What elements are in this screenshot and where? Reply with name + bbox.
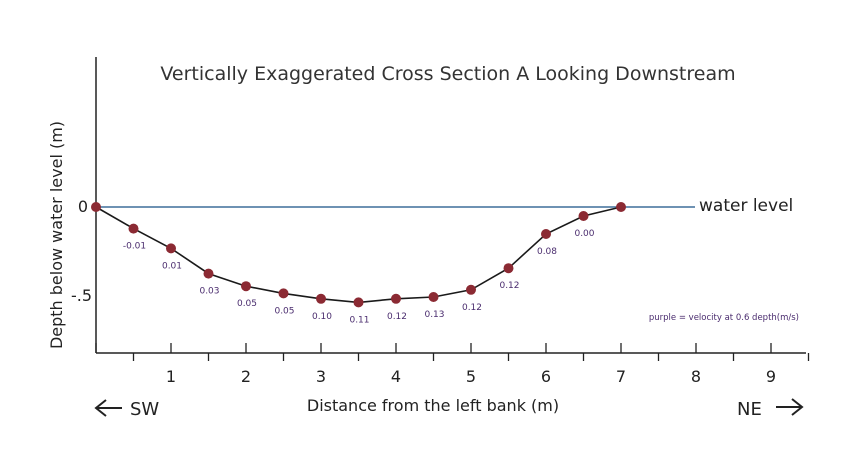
velocity-label: -0.01 [123,242,146,252]
velocity-label: 0.10 [312,312,332,322]
x-tick-label: 8 [691,367,701,386]
y-tick-label-neg-half: -.5 [71,286,92,305]
water-level-label: water level [699,196,793,216]
measurement-point [166,243,176,254]
velocity-label: 0.01 [162,261,182,271]
x-tick-label: 1 [166,367,176,386]
velocity-label: 0.08 [537,247,557,257]
measurement-point [391,293,401,304]
measurement-point [316,293,326,304]
measurement-point [503,263,514,274]
sw-arrow [94,399,122,417]
y-axis-label: Depth below water level (m) [47,121,66,349]
x-axis-ticks: 1 2 3 4 5 6 7 8 9 [95,343,810,386]
x-tick-label: 6 [541,367,551,386]
measurement-point [91,202,101,212]
measurement-point [616,202,626,212]
velocity-label: 0.12 [387,312,407,322]
measurement-point [278,288,289,299]
velocity-note: purple = velocity at 0.6 depth(m/s) [649,313,799,323]
measurement-point [541,229,551,239]
y-tick-label-0: 0 [78,197,88,216]
velocity-labels: -0.01 0.01 0.03 0.05 0.05 0.10 0.11 0.12 0.13 0.1… [123,229,595,325]
measurement-point [578,211,589,221]
measurement-points [91,202,626,308]
measurement-point [128,223,139,234]
measurement-point [353,297,364,308]
x-tick-label: 3 [316,367,326,386]
direction-sw-label: SW [130,399,159,420]
measurement-point [428,292,439,302]
measurement-point [241,281,251,292]
x-tick-label: 2 [241,367,251,386]
x-tick-label: 5 [466,367,476,386]
x-axis-label: Distance from the left bank (m) [307,396,559,415]
direction-ne-label: NE [737,399,762,420]
x-tick-label: 7 [616,367,626,386]
velocity-label: 0.12 [499,281,519,291]
velocity-label: 0.12 [462,303,482,313]
velocity-label: 0.03 [199,287,219,297]
measurement-point [203,268,214,279]
chart-title: Vertically Exaggerated Cross Section A L… [160,63,735,85]
measurement-point [466,284,476,295]
velocity-label: 0.05 [237,299,257,309]
velocity-label: 0.13 [424,310,444,320]
ne-arrow [776,398,804,416]
velocity-label: 0.05 [274,306,294,316]
velocity-label: 0.11 [349,315,369,325]
velocity-label: 0.00 [574,229,594,239]
x-tick-label: 9 [766,367,776,386]
x-tick-label: 4 [391,367,401,386]
